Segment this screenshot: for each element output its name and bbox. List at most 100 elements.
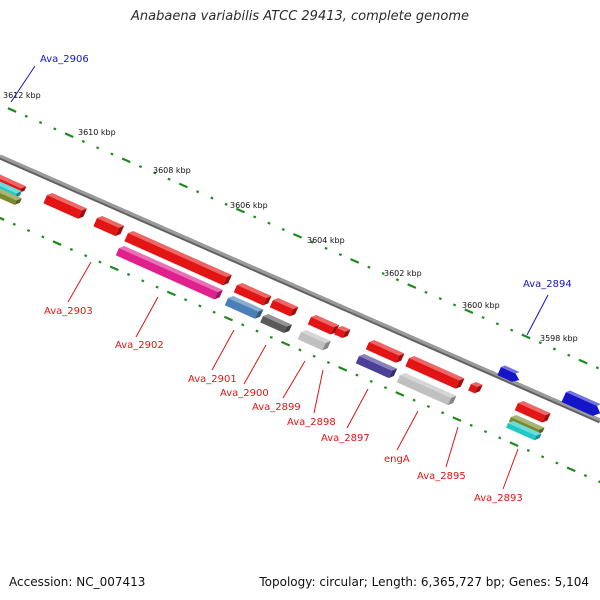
minor-tick <box>281 227 285 232</box>
gene-side-face <box>115 225 125 237</box>
minor-tick <box>555 461 559 465</box>
minor-tick <box>26 229 31 233</box>
gene-box-ava2901 <box>224 295 264 319</box>
gene-label: Ava_2906 <box>40 54 89 65</box>
gene-box-ava2895 <box>468 381 483 394</box>
minor-tick <box>138 165 143 169</box>
gene-top-face <box>501 365 520 374</box>
gene-top-face <box>128 230 232 278</box>
minor-tick <box>367 265 371 269</box>
minor-tick <box>424 290 428 294</box>
minor-tick <box>212 310 216 314</box>
gene-front-face <box>233 285 267 306</box>
major-tick <box>235 207 245 214</box>
gene-side-face <box>388 368 398 378</box>
gene-top-face <box>359 353 398 371</box>
minor-tick <box>310 240 314 244</box>
gene-top-face <box>97 215 125 228</box>
gene-label: Ava_2902 <box>115 340 164 351</box>
scale-label: 3600 kbp <box>462 301 500 310</box>
gene-front-face <box>0 184 17 205</box>
minor-tick <box>526 448 530 452</box>
gene-leader-line <box>445 426 459 468</box>
gene-top-face <box>301 329 331 344</box>
minor-tick <box>452 303 457 307</box>
minor-tick <box>324 246 328 250</box>
minor-tick <box>298 348 302 352</box>
gene-leader-line <box>526 294 549 336</box>
gene-leader-line <box>396 410 419 451</box>
gene-front-face <box>269 300 294 317</box>
minor-tick <box>540 455 545 459</box>
minor-tick <box>155 285 159 289</box>
gene-leader-line <box>282 360 306 399</box>
gene-front-face <box>93 218 119 237</box>
major-tick <box>223 315 234 322</box>
minor-tick <box>167 177 171 181</box>
minor-tick <box>53 127 57 131</box>
gene-front-face <box>514 403 546 423</box>
minor-tick <box>481 315 485 320</box>
gene-side-face <box>283 324 293 333</box>
gene-leader-line <box>313 369 324 414</box>
minor-tick <box>183 298 188 302</box>
gene-top-face <box>471 381 483 387</box>
gene-box-ava2900 <box>260 313 293 333</box>
minor-tick <box>438 297 442 301</box>
minor-tick <box>267 221 271 225</box>
minor-tick <box>383 386 388 390</box>
major-tick <box>281 340 291 347</box>
minor-tick <box>198 304 202 308</box>
major-tick <box>121 157 131 164</box>
gene-box-ava2903b <box>124 230 232 286</box>
major-tick <box>521 333 531 340</box>
minor-tick <box>552 347 557 351</box>
minor-tick <box>210 196 214 200</box>
minor-tick <box>355 373 359 377</box>
gene-label: Ava_2900 <box>220 388 269 399</box>
gene-front-face <box>396 375 452 406</box>
minor-tick <box>395 278 400 282</box>
gene-box-ava2898b <box>334 325 351 339</box>
gene-side-face <box>474 384 483 394</box>
minor-tick <box>98 260 102 264</box>
gene-side-face <box>342 329 351 339</box>
minor-tick <box>338 253 342 257</box>
scale-label: 3606 kbp <box>230 201 268 210</box>
gene-box-ava2894 <box>497 365 520 382</box>
minor-tick <box>38 121 43 125</box>
major-tick <box>166 290 176 297</box>
gene-front-face <box>307 317 334 335</box>
scale-label: 3604 kbp <box>307 236 345 245</box>
gene-side-face <box>14 198 22 205</box>
gene-leader-line <box>135 296 159 338</box>
gene-top-face <box>311 314 340 328</box>
gene-box-ava2902 <box>115 245 223 300</box>
minor-tick <box>141 279 145 283</box>
gene-top-face <box>237 282 272 299</box>
gene-side-face <box>534 433 542 441</box>
major-tick <box>464 308 474 315</box>
minor-tick <box>253 215 257 219</box>
gene-box-ava2901b <box>269 297 299 317</box>
minor-tick <box>24 114 28 118</box>
minor-tick <box>469 423 473 427</box>
major-tick <box>578 358 588 365</box>
gene-leader-line <box>211 329 235 371</box>
minor-tick <box>126 273 131 277</box>
gene-label: Ava_2897 <box>321 433 370 444</box>
gene-front-face <box>468 384 478 394</box>
gene-front-face <box>115 248 218 300</box>
major-tick <box>395 391 405 397</box>
gene-side-face <box>330 325 340 335</box>
major-tick <box>178 182 188 189</box>
gene-front-face <box>405 358 460 389</box>
major-tick <box>566 466 576 473</box>
minor-tick <box>583 474 588 478</box>
gene-side-face <box>322 340 331 351</box>
gene-front-face <box>43 195 82 219</box>
minor-tick <box>255 329 259 333</box>
gene-top-face <box>228 295 264 312</box>
gene-top-face <box>511 414 545 430</box>
minor-tick <box>153 171 157 175</box>
